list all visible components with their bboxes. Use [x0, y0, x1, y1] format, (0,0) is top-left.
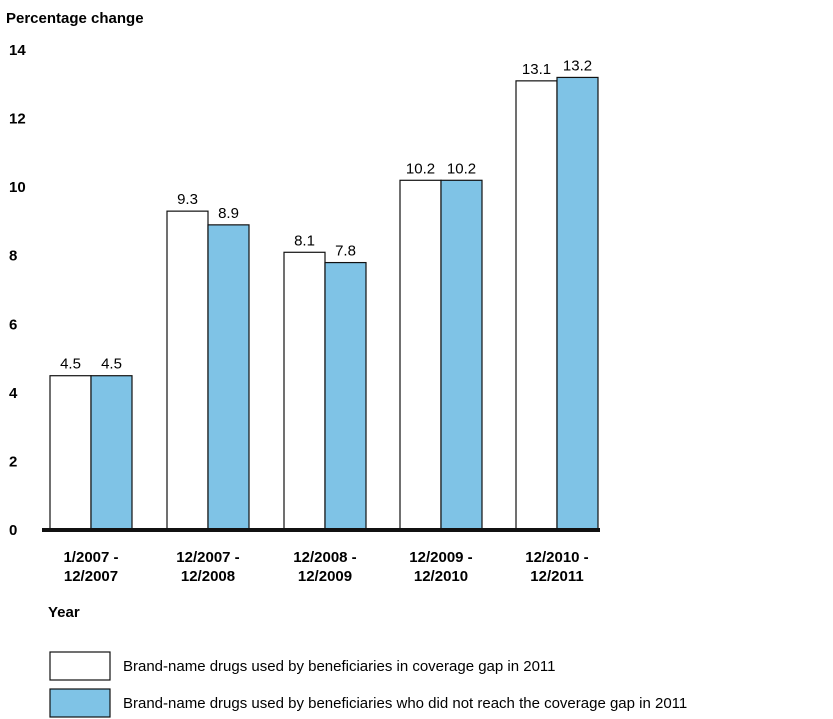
legend-swatch: [49, 688, 111, 718]
bars: [49, 76, 599, 531]
bar-series2: [324, 261, 367, 531]
value-label: 10.2: [447, 160, 476, 177]
x-tick-label: 12/2007 -: [176, 549, 239, 566]
bar-series1: [399, 179, 442, 531]
value-labels: 4.5 4.5 9.3 8.9 8.1 7.8 10.2 10.2 13.1 13.2: [60, 57, 592, 372]
legend-swatch: [49, 651, 111, 681]
x-axis-categories: 1/2007 - 12/2007 12/2007 - 12/2008 12/2008 -…: [63, 549, 588, 585]
legend-label: Brand-name drugs used by beneficiaries i…: [123, 658, 556, 675]
y-axis-title: Percentage change: [6, 10, 144, 27]
bar-series2: [90, 375, 133, 531]
y-tick-label: 6: [9, 316, 17, 333]
y-axis-ticks: 0 2 4 6 8 10 12 14: [9, 42, 26, 539]
value-label: 10.2: [406, 160, 435, 177]
bar-series2: [440, 179, 483, 531]
y-tick-label: 8: [9, 248, 17, 265]
y-tick-label: 10: [9, 179, 26, 196]
bar-series2: [207, 224, 250, 531]
value-label: 13.1: [522, 61, 551, 78]
x-tick-label: 1/2007 -: [63, 549, 118, 566]
value-label: 8.1: [294, 232, 315, 249]
x-tick-label: 12/2009: [298, 568, 352, 585]
bar-series1: [283, 251, 326, 531]
bar-series1: [166, 210, 209, 531]
y-tick-label: 0: [9, 522, 17, 539]
y-tick-label: 12: [9, 111, 26, 128]
bar-series1: [49, 375, 92, 531]
value-label: 7.8: [335, 243, 356, 260]
value-label: 8.9: [218, 205, 239, 222]
legend-label: Brand-name drugs used by beneficiaries w…: [123, 695, 687, 712]
x-tick-label: 12/2011: [530, 568, 583, 585]
x-axis-title: Year: [48, 604, 80, 621]
x-tick-label: 12/2010 -: [525, 549, 588, 566]
y-tick-label: 14: [9, 42, 26, 59]
value-label: 9.3: [177, 191, 198, 208]
y-tick-label: 4: [9, 385, 18, 402]
y-tick-label: 2: [9, 453, 17, 470]
legend: Brand-name drugs used by beneficiaries i…: [49, 651, 687, 718]
x-tick-label: 12/2010: [414, 568, 468, 585]
value-label: 4.5: [101, 356, 122, 373]
value-label: 13.2: [563, 57, 592, 74]
x-tick-label: 12/2009 -: [409, 549, 472, 566]
x-tick-label: 12/2008 -: [293, 549, 356, 566]
bar-series2: [556, 76, 599, 531]
value-label: 4.5: [60, 356, 81, 373]
x-tick-label: 12/2007: [64, 568, 118, 585]
x-tick-label: 12/2008: [181, 568, 235, 585]
bar-series1: [515, 80, 558, 531]
